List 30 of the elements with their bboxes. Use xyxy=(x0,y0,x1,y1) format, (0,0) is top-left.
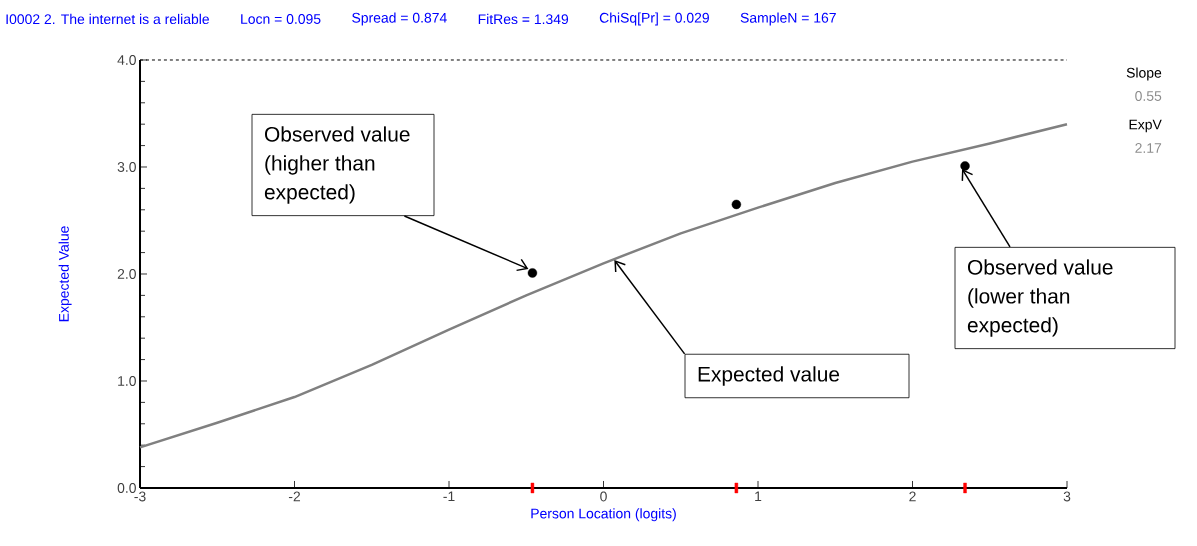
text: 0.55 xyxy=(1135,91,1162,101)
text: Spread = 0.874 xyxy=(352,12,447,26)
y-tick-label: 0.0 xyxy=(117,483,136,493)
x-tick-label: 3 xyxy=(1063,491,1071,502)
text: FitRes = 1.349 xyxy=(478,13,569,25)
annotation: Observed value (lower than expected) xyxy=(967,259,1113,337)
annotation: Observed value (higher than expected) xyxy=(264,126,410,204)
point xyxy=(731,199,742,210)
point xyxy=(527,268,538,278)
x-tick-label: -2 xyxy=(288,491,301,502)
y-tick-label: 3.0 xyxy=(117,162,136,172)
y-axis-title: Expected Value xyxy=(58,226,72,322)
text: ChiSq[Pr] = 0.029 xyxy=(599,12,709,26)
text: ExpV xyxy=(1129,119,1162,133)
point xyxy=(960,161,970,171)
annotation: Expected value xyxy=(698,366,840,386)
x-axis-title: Person Location (logits) xyxy=(531,508,676,522)
y-tick-label: 1.0 xyxy=(118,376,136,386)
y-tick-label: 2.0 xyxy=(117,269,136,279)
x-tick-label: -1 xyxy=(443,491,455,502)
text: 2.17 xyxy=(1135,143,1162,153)
x-tick-label: 0 xyxy=(600,491,607,502)
x-tick-label: -3 xyxy=(134,491,146,502)
chart-title: I0002 2. The internet is a reliable xyxy=(6,13,209,25)
x-tick-label: 2 xyxy=(909,491,916,502)
text: Slope xyxy=(1126,67,1162,81)
text: SampleN = 167 xyxy=(740,12,836,26)
y-tick-label: 4.0 xyxy=(117,55,136,65)
x-tick-label: 1 xyxy=(755,491,762,502)
text: Locn = 0.095 xyxy=(241,14,321,24)
